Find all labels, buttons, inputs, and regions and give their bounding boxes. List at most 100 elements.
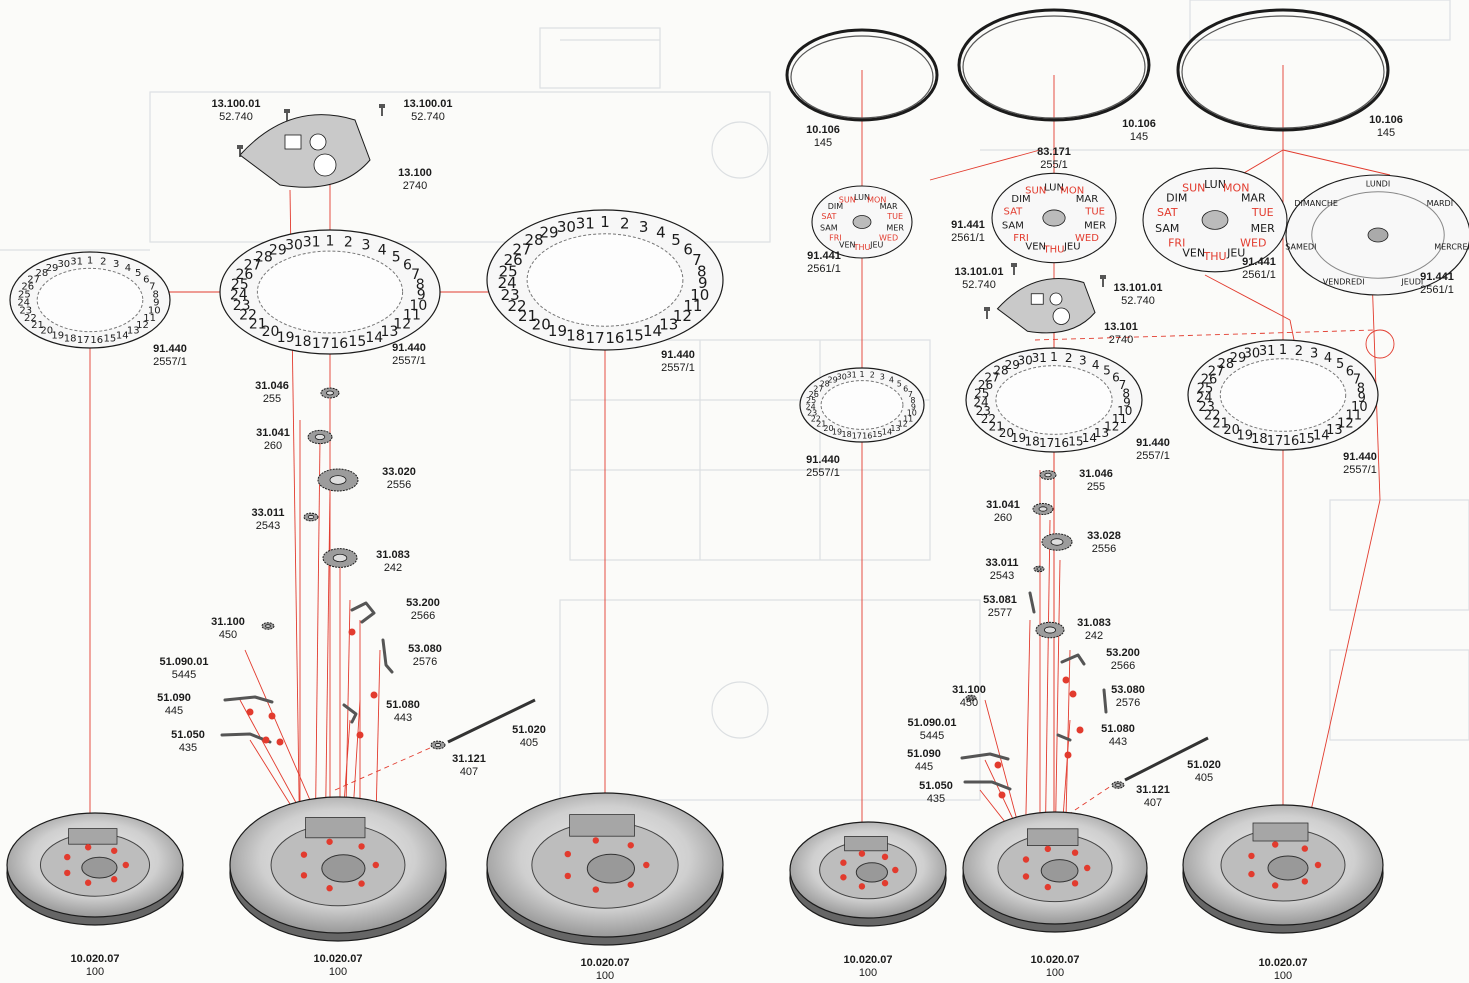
movement-callout-dot: [881, 879, 889, 887]
date-digit: 15: [872, 430, 882, 439]
movement-bridge: [569, 814, 635, 837]
day-name-english: TUE: [1251, 206, 1274, 219]
date-digit: 31: [847, 371, 857, 380]
movement: [486, 792, 724, 946]
casing-ring-inner: [1181, 15, 1385, 129]
date-digit: 21: [31, 320, 44, 331]
date-digit: 25: [806, 396, 816, 405]
day-name: DIM: [1011, 194, 1030, 205]
date-digit: 12: [393, 316, 411, 332]
movement: [789, 821, 947, 927]
day-name-english: SAT: [1004, 207, 1024, 218]
screw-icon: [1100, 275, 1106, 287]
date-digit: 11: [903, 414, 913, 423]
date-digit: 9: [417, 288, 426, 304]
date-digit: 7: [411, 267, 420, 283]
movement-center: [1040, 859, 1079, 883]
casing-ring-outer: [1176, 8, 1390, 132]
date-digit: 6: [1112, 370, 1120, 384]
day-name-english: WED: [879, 233, 898, 242]
movement-callout-dot: [1044, 883, 1052, 891]
day-name-english: THU: [1202, 250, 1226, 263]
date-digit: 6: [903, 385, 908, 394]
date-digit: 27: [512, 241, 531, 259]
day-name-english: WED: [1075, 233, 1099, 244]
gear-wheel: [303, 512, 319, 522]
date-digit: 22: [239, 308, 257, 324]
day-name: MAR: [1076, 194, 1098, 205]
day-name: MAR: [1241, 191, 1266, 204]
movement-callout-dot: [1301, 845, 1309, 852]
screw-icon: [984, 307, 990, 319]
date-digit: 28: [524, 231, 543, 249]
date-digit: 6: [143, 274, 149, 285]
date-digit: 26: [809, 390, 819, 399]
date-digit: 31: [1032, 351, 1047, 365]
date-digit: 11: [403, 308, 421, 324]
date-digit: 23: [976, 404, 991, 418]
movement-bridge: [844, 836, 888, 852]
date-digit: 26: [504, 251, 523, 269]
day-name-english: SAT: [821, 212, 836, 221]
leader-line: [334, 747, 431, 791]
spring-53-080-r: [1102, 688, 1108, 714]
date-digit: 1: [326, 233, 335, 249]
date-digit: 29: [269, 243, 287, 259]
date-digit: 22: [24, 313, 37, 324]
day-name: JEU: [869, 240, 883, 249]
date-digit: 27: [27, 274, 40, 285]
date-digit: 15: [625, 327, 644, 345]
setting-lever-51-090-r: [960, 752, 1010, 761]
movement-callout-dot: [1272, 882, 1279, 889]
date-digit: 25: [18, 289, 31, 300]
movement-callout-dot: [300, 851, 308, 858]
day-name: JEU: [1063, 241, 1081, 252]
date-digit: 21: [518, 307, 537, 325]
date-digit: 2: [1065, 351, 1073, 365]
leader-line: [1204, 274, 1291, 321]
gear-wheel: [1032, 503, 1054, 515]
callout-dot: [276, 738, 284, 746]
date-digit: 25: [1197, 382, 1214, 397]
movement-center: [855, 862, 889, 883]
callout-dot: [370, 691, 378, 699]
day-name: SAM: [1155, 222, 1179, 235]
date-digit: 17: [586, 329, 605, 347]
day-ring-name: DIMANCHE: [1294, 199, 1338, 208]
gear-hub: [329, 475, 347, 485]
day-name: SAM: [1002, 220, 1024, 231]
date-digit: 18: [842, 430, 852, 439]
date-digit: 28: [993, 363, 1008, 377]
date-digit: 7: [908, 390, 913, 399]
bridge-plate: [996, 278, 1096, 334]
date-digit: 13: [127, 326, 140, 337]
movement-callout-dot: [840, 874, 847, 881]
movement: [1182, 804, 1384, 934]
date-digit: 8: [1122, 387, 1130, 401]
gear-hub: [434, 743, 442, 747]
setting-lever-51-090: [223, 695, 274, 704]
gear-hub: [307, 515, 315, 519]
gear-wheel: [1033, 565, 1045, 573]
spring-53-080: [381, 638, 394, 674]
date-digit: 11: [143, 313, 156, 324]
gear-wheel: [320, 387, 340, 399]
day-name: LUN: [1044, 183, 1064, 194]
date-digit: 1: [600, 213, 610, 231]
date-digit: 28: [36, 268, 49, 279]
date-digit: 10: [409, 298, 427, 314]
date-digit: 18: [1024, 434, 1039, 448]
movement-callout-dot: [1071, 880, 1079, 887]
gear-wheel: [1039, 470, 1057, 480]
date-digit: 8: [416, 277, 425, 293]
date-digit: 1: [859, 370, 864, 379]
date-digit: 22: [508, 297, 527, 315]
movement-callout-dot: [1022, 856, 1030, 863]
date-digit: 23: [807, 408, 817, 417]
date-digit: 26: [21, 282, 34, 293]
casing-ring: [1176, 8, 1390, 132]
movement-callout-dot: [111, 847, 118, 854]
